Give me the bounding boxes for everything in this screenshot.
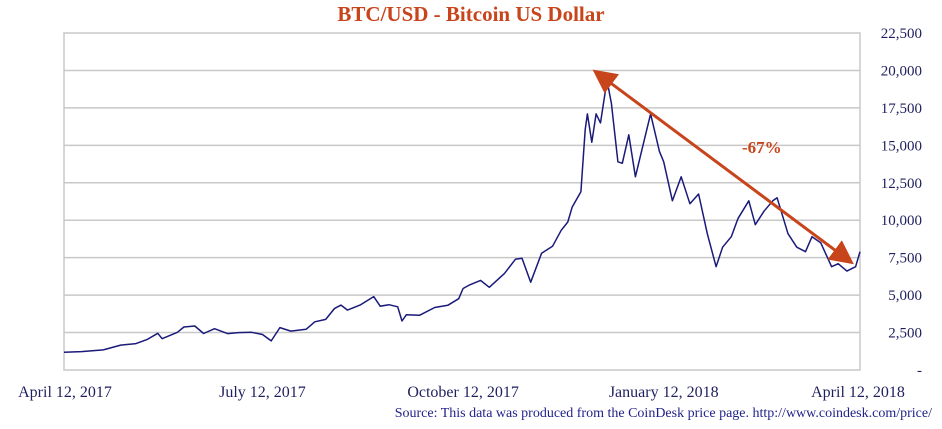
y-tick-label: 5,000: [888, 288, 922, 304]
source-note: Source: This data was produced from the …: [394, 406, 932, 421]
y-tick-label: 7,500: [888, 251, 922, 267]
y-axis: - 2,500 5,000 7,500 10,000 12,500 15,000 17,500…: [881, 26, 922, 379]
x-tick-label: April 12, 2018: [811, 384, 905, 401]
y-tick-label: 2,500: [888, 326, 922, 342]
y-tick-label: 15,000: [881, 138, 922, 154]
x-tick-label: January 12, 2018: [609, 384, 719, 401]
y-tick-label: 22,500: [881, 26, 922, 42]
x-tick-label: October 12, 2017: [407, 384, 519, 401]
x-tick-label: April 12, 2017: [18, 384, 112, 401]
y-tick-label: 10,000: [881, 213, 922, 229]
y-tick-label: -: [917, 363, 922, 379]
decline-percent-label: -67%: [742, 138, 782, 157]
y-tick-label: 17,500: [881, 101, 922, 117]
x-tick-label: July 12, 2017: [219, 384, 306, 401]
decline-arrow: [592, 69, 854, 265]
plot-frame: [63, 32, 861, 371]
x-axis: April 12, 2017 July 12, 2017 October 12, 2…: [18, 384, 905, 401]
y-tick-label: 12,500: [881, 176, 922, 192]
chart-title: BTC/USD - Bitcoin US Dollar: [337, 2, 605, 26]
y-tick-label: 20,000: [881, 63, 922, 79]
